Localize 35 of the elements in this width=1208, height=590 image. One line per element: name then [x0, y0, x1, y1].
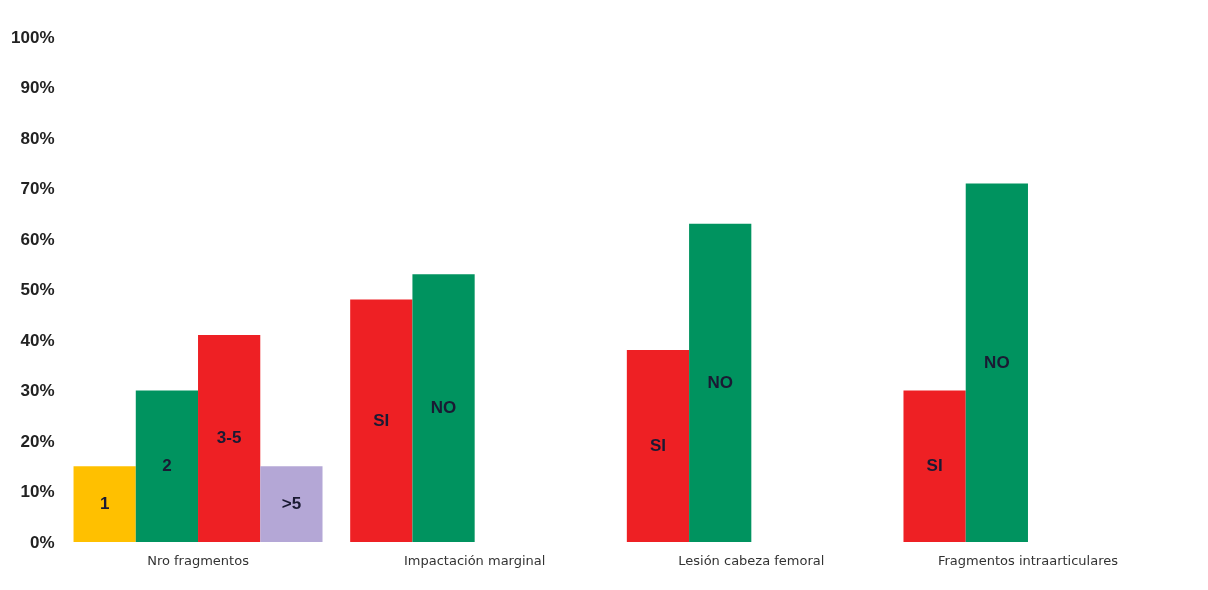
bar	[73, 466, 136, 542]
bar	[350, 299, 413, 542]
series-label: 1	[99, 494, 110, 514]
y-tick-label: 70%	[20, 179, 55, 198]
text: NO	[984, 352, 1010, 372]
bar	[903, 390, 966, 542]
bar	[135, 390, 199, 542]
series-label: SI	[649, 436, 666, 456]
y-tick-label: 40%	[20, 330, 55, 350]
series-label: NO	[430, 398, 457, 418]
y-tick-label: 100%	[11, 27, 55, 47]
bar	[689, 223, 752, 542]
y-tick-label: 20%	[20, 431, 55, 451]
bar	[198, 334, 261, 542]
series-label: >5	[281, 494, 302, 514]
x-tick-label: Impactación marginal	[403, 552, 546, 568]
y-tick-label: 80%	[20, 128, 55, 148]
bar	[965, 183, 1028, 542]
y-tick-label: 10%	[20, 482, 55, 501]
y-tick-label: 60%	[20, 229, 55, 249]
y-tick-label: 90%	[20, 78, 55, 97]
text: SI	[926, 456, 943, 476]
bar	[260, 466, 323, 542]
text: SI	[373, 410, 390, 430]
x-tick-label: Nro fragmentos	[147, 552, 250, 568]
bar	[626, 350, 690, 542]
x-tick-label: Lesión cabeza femoral	[678, 552, 825, 568]
y-tick-label: 50%	[20, 280, 55, 299]
series-label: 2	[162, 456, 172, 476]
text: NO	[707, 372, 733, 392]
y-tick-label: 0%	[29, 532, 55, 552]
series-label: 3-5	[216, 428, 242, 448]
bar	[412, 274, 475, 542]
y-tick-label: 30%	[20, 381, 55, 400]
x-tick-label: Fragmentos intraarticulares	[937, 552, 1119, 568]
